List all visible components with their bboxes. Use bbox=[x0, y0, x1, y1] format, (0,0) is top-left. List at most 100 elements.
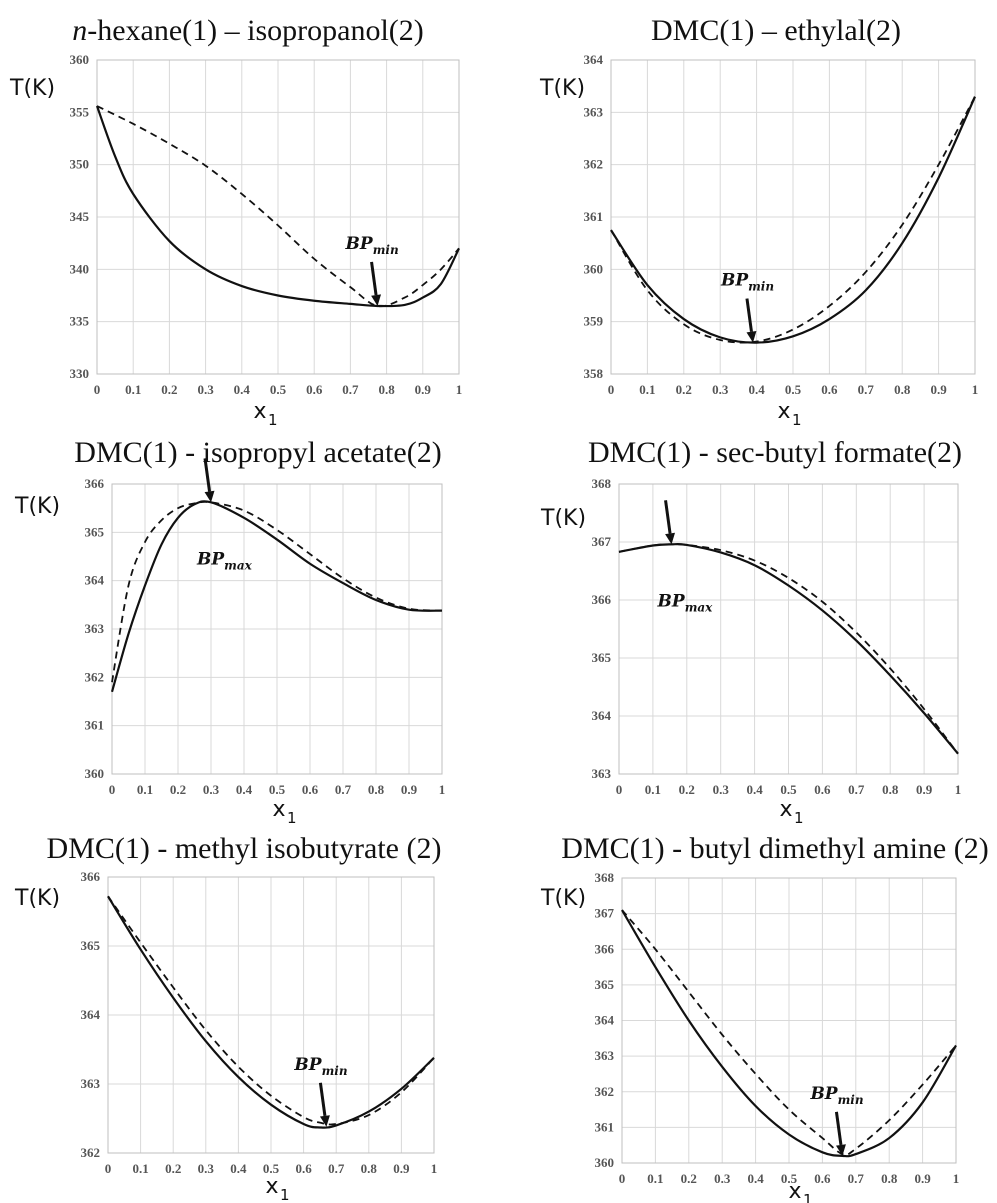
x-tick-label: 0.2 bbox=[170, 782, 186, 797]
annotation-label-main: BP bbox=[720, 271, 749, 291]
y-tick-label: 364 bbox=[592, 708, 612, 723]
x-axis-label-subscript: 1 bbox=[287, 809, 297, 827]
x-axis-label: x bbox=[265, 1174, 278, 1199]
y-tick-label: 365 bbox=[85, 524, 105, 539]
x-tick-label: 1 bbox=[953, 1171, 960, 1186]
x-tick-label: 0.1 bbox=[645, 782, 661, 797]
dashed-series-line bbox=[96, 105, 460, 308]
x-tick-label: 0.4 bbox=[236, 782, 253, 797]
plot-frame bbox=[107, 876, 435, 1154]
y-tick-label: 350 bbox=[70, 157, 90, 172]
y-tick-label: 364 bbox=[595, 1013, 615, 1028]
x-tick-label: 0 bbox=[608, 382, 615, 397]
y-axis-label: T(K) bbox=[9, 76, 55, 101]
annotation-arrow-shaft bbox=[834, 1111, 843, 1146]
y-tick-label: 355 bbox=[70, 104, 90, 119]
y-tick-label: 340 bbox=[70, 261, 90, 276]
x-tick-label: 0.6 bbox=[814, 782, 831, 797]
x-tick-label: 0.9 bbox=[914, 1171, 931, 1186]
x-tick-label: 0.4 bbox=[746, 782, 763, 797]
annotation-label-main: BP bbox=[657, 591, 686, 611]
y-tick-label: 360 bbox=[70, 52, 90, 67]
solid-series-line bbox=[610, 96, 977, 344]
x-tick-label: 0.7 bbox=[848, 1171, 865, 1186]
x-tick-label: 0.9 bbox=[415, 382, 432, 397]
dashed-series-line bbox=[111, 500, 443, 683]
x-tick-label: 1 bbox=[955, 782, 962, 797]
y-tick-label: 335 bbox=[70, 314, 90, 329]
x-tick-label: 1 bbox=[972, 382, 979, 397]
x-tick-label: 0.2 bbox=[676, 382, 692, 397]
annotation-label-main: BP bbox=[809, 1084, 838, 1104]
annotation-label: BPmin bbox=[809, 1084, 863, 1107]
chart-title: DMC(1) - methyl isobutyrate (2) bbox=[47, 832, 442, 865]
x-tick-label: 1 bbox=[456, 382, 463, 397]
x-tick-label: 0.1 bbox=[125, 382, 141, 397]
y-tick-label: 366 bbox=[595, 941, 615, 956]
annotation-label-subscript: min bbox=[838, 1093, 864, 1107]
annotation-label: BPmax bbox=[657, 591, 714, 614]
x-tick-label: 0.8 bbox=[378, 382, 395, 397]
chart-panel-5: DMC(1) - methyl isobutyrate (2) 0 0.1 0.2 0.… bbox=[14, 832, 441, 1203]
x-tick-label: 0.7 bbox=[328, 1161, 345, 1176]
annotation-arrow-shaft bbox=[370, 261, 378, 296]
x-tick-label: 0.1 bbox=[647, 1171, 663, 1186]
y-tick-label: 364 bbox=[584, 52, 604, 67]
y-tick-label: 365 bbox=[81, 938, 101, 953]
annotation-arrow-shaft bbox=[318, 1082, 327, 1117]
chart-panel-3: DMC(1) - isopropyl acetate(2) 0 0.1 0.2 0.3 0… bbox=[14, 436, 445, 827]
annotation-arrow-head bbox=[835, 1144, 846, 1156]
y-axis-label: T(K) bbox=[540, 506, 586, 531]
x-axis-label: x bbox=[779, 797, 792, 822]
x-tick-label: 0.8 bbox=[368, 782, 385, 797]
y-tick-label: 362 bbox=[584, 157, 604, 172]
x-tick-label: 0.5 bbox=[270, 382, 287, 397]
chart-title-italic-part: n bbox=[72, 14, 87, 47]
dashed-series-line bbox=[618, 543, 959, 755]
x-tick-label: 0.3 bbox=[203, 782, 220, 797]
chart-title: DMC(1) - sec-butyl formate(2) bbox=[588, 436, 962, 469]
x-tick-label: 0.7 bbox=[848, 782, 865, 797]
y-tick-label: 363 bbox=[81, 1076, 101, 1091]
chart-panel-6: DMC(1) - butyl dimethyl amine (2) 0 0.1 0.2… bbox=[540, 832, 989, 1203]
x-tick-label: 0.7 bbox=[858, 382, 875, 397]
y-tick-label: 367 bbox=[592, 534, 612, 549]
x-tick-label: 0 bbox=[109, 782, 116, 797]
chart-title: n-hexane(1) – isopropanol(2) bbox=[72, 14, 424, 47]
x-tick-label: 0.6 bbox=[302, 782, 319, 797]
solid-series-line bbox=[107, 895, 435, 1129]
annotation-arrow-head bbox=[371, 294, 382, 306]
x-tick-label: 0.8 bbox=[894, 382, 911, 397]
y-tick-label: 366 bbox=[592, 592, 612, 607]
y-tick-label: 366 bbox=[81, 869, 101, 884]
x-tick-label: 0.9 bbox=[930, 382, 947, 397]
y-tick-label: 364 bbox=[85, 573, 105, 588]
x-tick-label: 0.2 bbox=[679, 782, 695, 797]
y-tick-label: 363 bbox=[595, 1048, 615, 1063]
y-tick-label: 363 bbox=[85, 621, 105, 636]
y-tick-label: 362 bbox=[85, 669, 105, 684]
y-tick-label: 363 bbox=[584, 104, 604, 119]
y-tick-label: 360 bbox=[85, 766, 105, 781]
y-tick-label: 368 bbox=[595, 870, 615, 885]
x-tick-label: 0 bbox=[616, 782, 623, 797]
x-tick-label: 0.8 bbox=[361, 1161, 378, 1176]
y-tick-label: 358 bbox=[584, 366, 604, 381]
annotation-label: BPmin bbox=[345, 234, 399, 257]
annotation-arrow-shaft bbox=[745, 298, 753, 332]
x-tick-label: 0 bbox=[619, 1171, 626, 1186]
chart-title: DMC(1) – ethylal(2) bbox=[651, 14, 901, 47]
annotation-label-main: BP bbox=[345, 234, 374, 254]
y-axis-label: T(K) bbox=[14, 886, 60, 911]
y-tick-label: 360 bbox=[584, 261, 604, 276]
annotation-label-main: BP bbox=[196, 549, 225, 569]
x-axis-label-subscript: 1 bbox=[803, 1191, 813, 1203]
dashed-series-line bbox=[621, 909, 957, 1156]
y-tick-label: 345 bbox=[70, 209, 90, 224]
plot-frame bbox=[96, 59, 460, 375]
annotation-label-subscript: min bbox=[748, 280, 774, 294]
x-tick-label: 0.4 bbox=[748, 382, 765, 397]
chart-panel-4: DMC(1) - sec-butyl formate(2) 0 0.1 0.2 0.3 0… bbox=[540, 436, 962, 827]
